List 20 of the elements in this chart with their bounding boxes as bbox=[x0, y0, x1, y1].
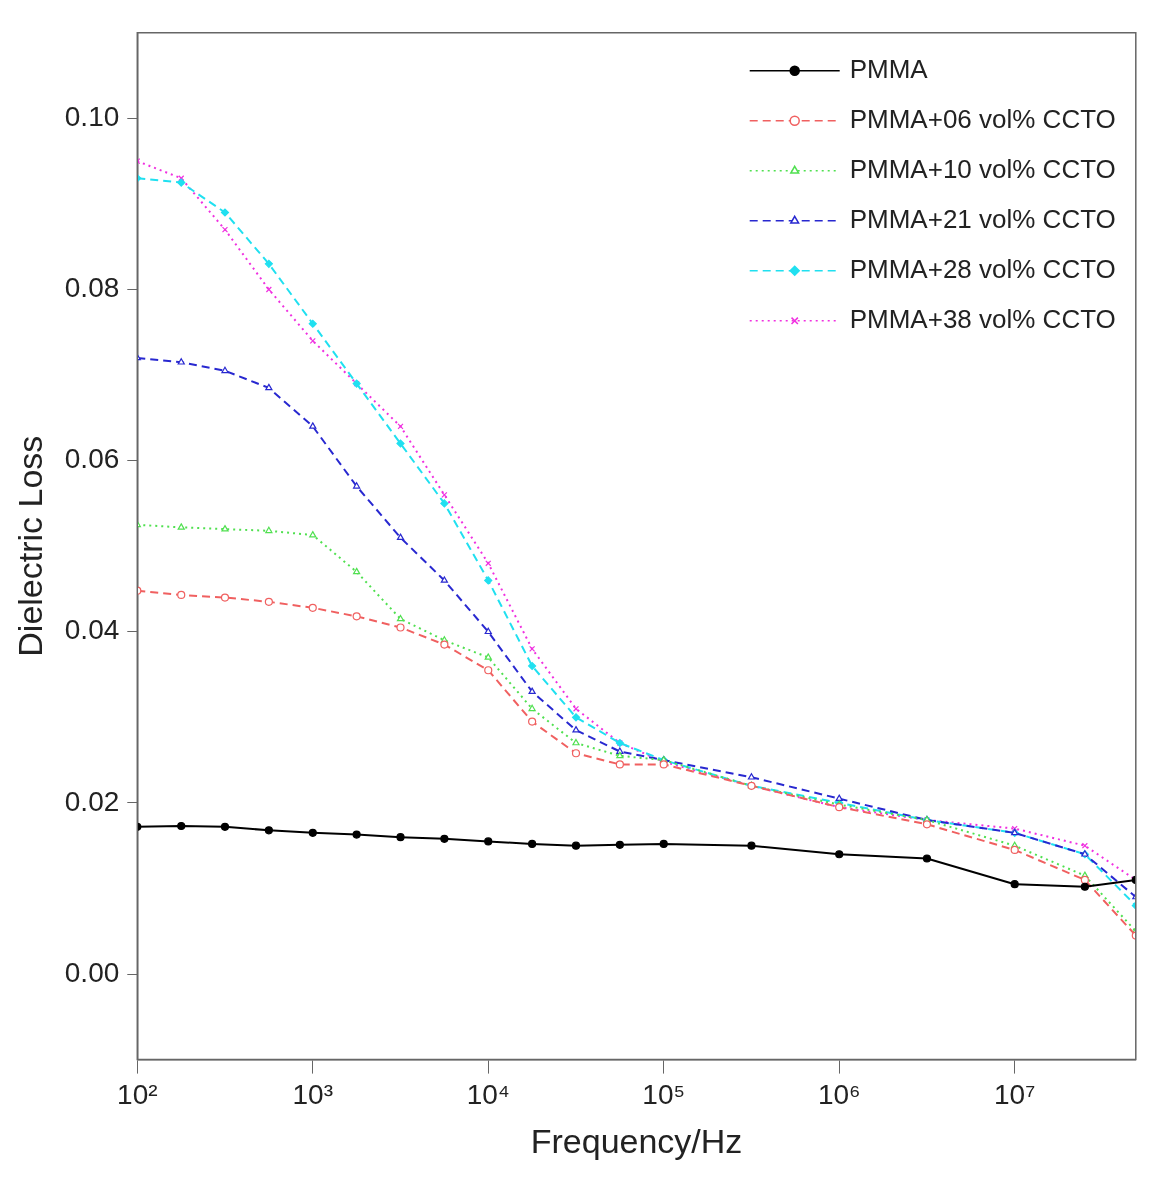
legend-label: PMMA+38 vol% CCTO bbox=[849, 303, 1116, 334]
legend-label: PMMA+28 vol% CCTO bbox=[849, 253, 1116, 284]
legend-label: PMMA+21 vol% CCTO bbox=[849, 203, 1116, 234]
legend-label: PMMA+06 vol% CCTO bbox=[849, 103, 1116, 134]
y-tick-label: 0.06 bbox=[64, 443, 120, 475]
x-axis-title: Frequency/Hz bbox=[530, 1121, 743, 1160]
y-tick-label: 0.02 bbox=[64, 785, 120, 817]
y-tick-label: 0.00 bbox=[64, 956, 120, 988]
y-tick-label: 0.04 bbox=[64, 614, 120, 646]
x-tick-label: 10⁴ bbox=[466, 1079, 510, 1111]
y-axis-title: Dielectric Loss bbox=[10, 435, 49, 657]
x-tick-label: 10⁵ bbox=[642, 1079, 686, 1111]
x-tick-label: 10⁶ bbox=[817, 1079, 861, 1111]
x-tick-label: 10⁷ bbox=[994, 1079, 1036, 1111]
x-tick-label: 10³ bbox=[292, 1079, 334, 1111]
y-tick-label: 0.08 bbox=[64, 272, 120, 304]
legend-label: PMMA+10 vol% CCTO bbox=[849, 153, 1116, 184]
x-tick-label: 10² bbox=[117, 1079, 158, 1111]
legend-label: PMMA bbox=[849, 53, 929, 84]
y-tick-label: 0.10 bbox=[64, 101, 120, 133]
